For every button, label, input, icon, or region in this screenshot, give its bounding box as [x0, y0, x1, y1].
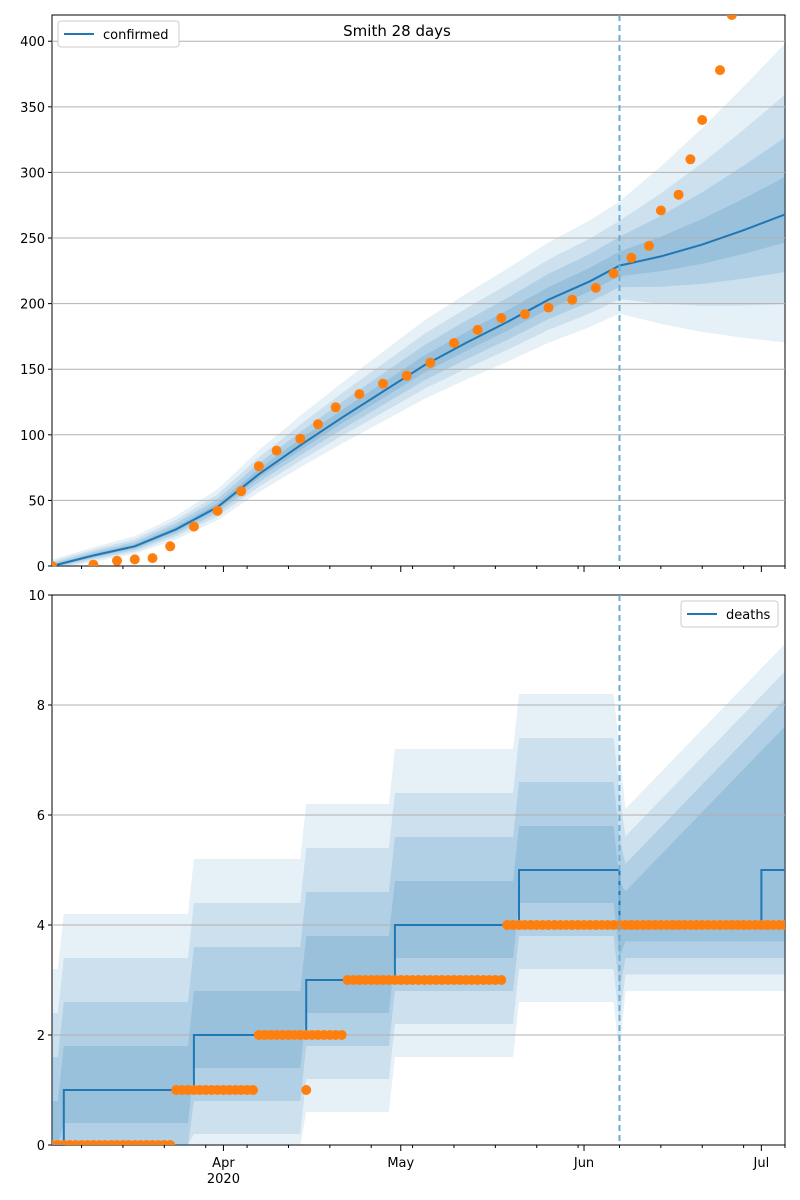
confirmed-observed-point: [295, 433, 306, 444]
x-tick-label: Jun: [573, 1156, 594, 1171]
confirmed-x-ticks: [81, 566, 786, 572]
confirmed-observed-point: [129, 554, 140, 565]
confirmed-observed-point: [236, 486, 247, 497]
y-tick-label: 2: [37, 1029, 45, 1044]
confirmed-observed-point: [425, 357, 436, 368]
y-tick-label: 8: [37, 699, 45, 714]
confirmed-observed-point: [608, 268, 619, 279]
confirmed-observed-point: [313, 419, 323, 430]
confirmed-band-1: [52, 43, 785, 566]
confirmed-observed-point: [112, 555, 122, 566]
x-tick-year-label: 2020: [207, 1172, 240, 1187]
deaths-y-ticks: 0 2 4 6 8 10: [28, 589, 52, 1154]
confirmed-observed-point: [449, 338, 459, 348]
y-tick-label: 350: [20, 101, 45, 116]
y-tick-label: 50: [28, 494, 45, 509]
confirmed-y-ticks: 0 50 100 150 200 250 300 350 400: [20, 35, 52, 575]
confirmed-observed-point: [685, 154, 696, 165]
confirmed-observed-point: [188, 521, 199, 532]
confirmed-observed-point: [567, 294, 578, 305]
legend-deaths-label: deaths: [726, 608, 771, 623]
y-tick-label: 6: [37, 809, 45, 824]
deaths-observed-point: [301, 1085, 312, 1095]
confirmed-observed-point: [165, 541, 176, 552]
confirmed-line: [51, 213, 786, 567]
legend-confirmed-label: confirmed: [103, 28, 169, 43]
y-tick-label: 10: [28, 589, 45, 604]
y-tick-label: 250: [20, 232, 45, 247]
confirmed-observed-point: [715, 65, 725, 76]
deaths-observed-points: [52, 920, 785, 1145]
confirmed-observed-point: [52, 561, 57, 566]
y-tick-label: 4: [37, 919, 45, 934]
confirmed-observed-point: [496, 313, 507, 323]
confirmed-observed-point: [212, 505, 223, 516]
confirmed-panel: 0 50 100 150 200 250 300 350 400 Smith 28 days c…: [20, 14, 786, 575]
y-tick-label: 100: [20, 429, 45, 444]
x-tick-label: May: [387, 1156, 414, 1171]
deaths-band-3: [52, 698, 785, 1145]
confirmed-observed-point: [88, 559, 99, 566]
confirmed-observed-point: [543, 302, 554, 313]
confirmed-observed-point: [726, 15, 737, 20]
deaths-band-1: [52, 643, 785, 1145]
confirmed-observed-point: [673, 189, 684, 200]
deaths-uncertainty-bands: [52, 643, 785, 1145]
confirmed-observed-point: [519, 309, 530, 320]
deaths-observed-point: [248, 1085, 258, 1095]
y-tick-label: 0: [37, 560, 45, 575]
deaths-band-4: [52, 726, 785, 1145]
confirmed-observed-point: [697, 115, 708, 125]
confirmed-observed-point: [472, 324, 483, 335]
confirmed-observed-point: [378, 378, 388, 389]
y-tick-label: 0: [37, 1139, 45, 1154]
confirmed-observed-point: [330, 402, 341, 413]
deaths-band-2: [52, 671, 785, 1145]
deaths-legend: deaths: [680, 600, 779, 628]
confirmed-observed-point: [644, 240, 654, 251]
y-tick-label: 200: [20, 298, 45, 313]
confirmed-observed-point: [401, 370, 412, 381]
x-tick-label: Jul: [753, 1156, 770, 1171]
confirmed-series-line: [51, 213, 786, 567]
x-tick-label: Apr: [212, 1156, 235, 1171]
deaths-observed-point: [336, 1030, 347, 1040]
y-tick-label: 300: [20, 166, 45, 181]
confirmed-band-4: [52, 176, 785, 566]
confirmed-observed-point: [354, 389, 365, 400]
confirmed-observed-point: [626, 252, 637, 263]
deaths-observed-point: [780, 920, 785, 930]
confirmed-band-3: [52, 137, 785, 566]
confirmed-observed-point: [271, 445, 282, 456]
chart-title: Smith 28 days: [343, 22, 451, 40]
y-tick-label: 400: [20, 35, 45, 50]
legend-box: [680, 600, 779, 628]
confirmed-axes-frame: [51, 14, 786, 567]
confirmed-observed-point: [147, 553, 158, 564]
deaths-observed-point: [165, 1140, 176, 1145]
confirmed-uncertainty-bands: [52, 43, 785, 566]
confirmed-observed-point: [253, 461, 264, 472]
legend-box: [57, 20, 180, 48]
y-tick-label: 150: [20, 363, 45, 378]
confirmed-observed-points: [52, 15, 737, 566]
confirmed-observed-point: [655, 205, 666, 216]
confirmed-observed-point: [590, 282, 601, 293]
confirmed-legend: confirmed: [57, 20, 180, 48]
deaths-observed-point: [496, 975, 507, 985]
